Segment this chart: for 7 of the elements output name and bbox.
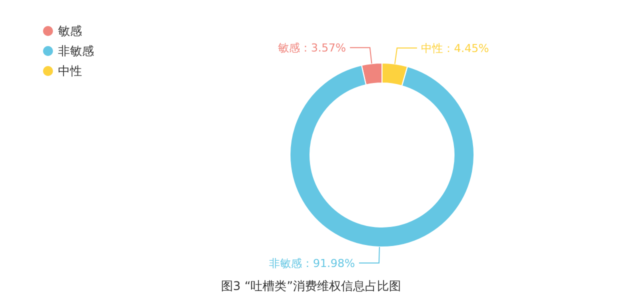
legend-label: 非敏感	[58, 44, 94, 58]
data-label: 非敏感：91.98%	[269, 256, 356, 270]
legend-label: 敏感	[58, 24, 82, 38]
data-label: 敏感：3.57%	[278, 42, 346, 55]
text: 图3 “吐槽类”消费维权信息占比图	[221, 279, 401, 293]
legend-label: 中性	[58, 64, 82, 78]
data-label: 中性：4.45%	[421, 42, 489, 56]
